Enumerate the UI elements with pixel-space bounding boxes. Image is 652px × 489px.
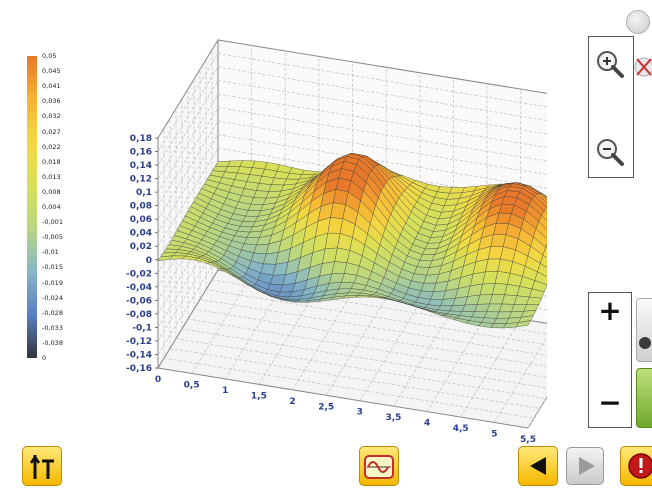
x-tick-label: 5	[491, 430, 497, 440]
colorbar-tick-label: 0,05	[42, 52, 74, 60]
colorbar-tick-label: 0,004	[42, 203, 74, 211]
arrow-left-icon	[519, 447, 557, 485]
colorbar-tick-label: -0,028	[42, 309, 74, 317]
z-tick-label: -0,02	[126, 269, 152, 279]
z-tick-label: -0,12	[126, 337, 152, 347]
z-tick-label: 0	[146, 256, 152, 266]
battery-icon[interactable]	[636, 368, 652, 428]
x-tick-label: 2	[289, 397, 295, 407]
z-tick-label: -0,06	[126, 296, 152, 306]
colorbar-tick-label: 0,008	[42, 188, 74, 196]
z-tick-label: -0,16	[126, 364, 152, 374]
z-tick-label: 0,02	[130, 242, 152, 252]
x-tick-label: 4,5	[453, 424, 469, 434]
zoom-panel	[588, 36, 634, 178]
z-tick-label: -0,04	[126, 283, 152, 293]
colorbar-tick-label: 0,022	[42, 143, 74, 151]
x-tick-label: 0,5	[184, 380, 200, 390]
z-tick-label: -0,14	[126, 350, 152, 360]
colorbar-gradient	[27, 56, 37, 358]
z-tick-label: 0,04	[130, 229, 152, 239]
x-tick-label: 4	[424, 419, 430, 429]
colorbar-tick-label: 0,027	[42, 128, 74, 136]
scale-panel: + −	[588, 292, 632, 428]
alarm-icon	[621, 447, 652, 485]
z-tick-label: -0,08	[126, 310, 152, 320]
zoom-out-icon[interactable]	[595, 137, 625, 167]
next-button[interactable]	[566, 447, 604, 485]
colorbar-tick-label: -0,001	[42, 218, 74, 226]
help-icon[interactable]	[626, 10, 650, 34]
x-tick-label: 1,5	[251, 391, 267, 401]
zoom-in-icon[interactable]	[595, 49, 625, 79]
colorbar-tick-label: -0,038	[42, 339, 74, 347]
x-tick-label: 5,5	[520, 435, 536, 445]
z-axis-ticks: 0,18 0,16 0,14 0,12 0,1 0,08 0,06 0,04 0,02 0 -0,0…	[126, 134, 158, 374]
settings-icon[interactable]	[636, 298, 652, 362]
cancel-icon[interactable]	[634, 56, 652, 78]
colorbar-tick-label: 0,018	[42, 158, 74, 166]
colorbar-tick-label: 0,036	[42, 97, 74, 105]
x-tick-label: 0	[155, 375, 161, 385]
z-tick-label: 0,16	[130, 148, 152, 158]
waveform-icon	[360, 447, 398, 485]
colorbar-tick-label: -0,005	[42, 233, 74, 241]
previous-button[interactable]	[518, 446, 558, 486]
colorbar-tick-label: 0	[42, 354, 74, 362]
x-tick-label: 3,5	[385, 413, 401, 423]
x-tick-label: 3	[357, 408, 363, 418]
z-tick-label: 0,14	[130, 161, 152, 171]
z-tick-label: -0,1	[132, 323, 152, 333]
colorbar-tick-label: 0,045	[42, 67, 74, 75]
colorbar-tick-label: -0,015	[42, 263, 74, 271]
decrease-button[interactable]: −	[597, 391, 623, 417]
x-tick-label: 2,5	[318, 402, 334, 412]
colorbar-tick-label: 0,041	[42, 82, 74, 90]
colorbar-tick-label: -0,019	[42, 279, 74, 287]
axis-tool-button[interactable]	[22, 446, 62, 486]
colorbar-tick-label: 0,013	[42, 173, 74, 181]
axis-tool-icon	[23, 447, 61, 485]
increase-button[interactable]: +	[597, 299, 623, 325]
colorbar-tick-label: -0,01	[42, 248, 74, 256]
z-tick-label: 0,18	[130, 134, 152, 144]
colorbar-tick-label: -0,024	[42, 294, 74, 302]
colorbar-tick-label: -0,033	[42, 324, 74, 332]
z-tick-label: 0,06	[130, 215, 152, 225]
z-tick-label: 0,12	[130, 175, 152, 185]
z-tick-label: 0,1	[136, 188, 152, 198]
colorbar-tick-label: 0,032	[42, 112, 74, 120]
waveform-button[interactable]	[359, 446, 399, 486]
surface-plot[interactable]: 0,18 0,16 0,14 0,12 0,1 0,08 0,06 0,04 0,02 0 -0,0…	[95, 30, 547, 445]
alarm-button[interactable]	[620, 446, 652, 486]
z-tick-label: 0,08	[130, 202, 152, 212]
arrow-right-icon	[567, 448, 603, 484]
x-tick-label: 1	[222, 386, 228, 396]
